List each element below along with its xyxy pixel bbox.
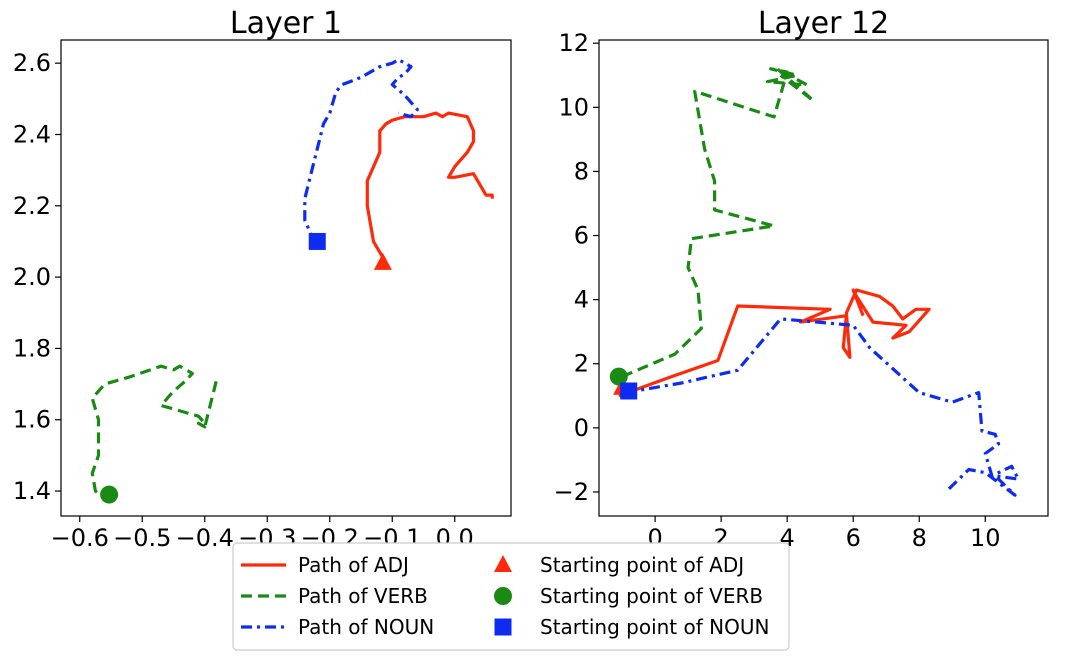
series-line-path-of-adj bbox=[365, 111, 494, 264]
legend-label: Starting point of ADJ bbox=[540, 553, 744, 577]
y-tick-label: 8 bbox=[574, 157, 589, 185]
y-tick-label: −2 bbox=[554, 478, 589, 506]
marker-starting-point-of-noun bbox=[308, 232, 326, 250]
y-tick-label: 12 bbox=[558, 29, 589, 57]
y-tick-label: 1.4 bbox=[13, 477, 51, 505]
x-tick-label: −0.5 bbox=[113, 524, 171, 552]
legend-swatch-square-icon bbox=[494, 618, 512, 636]
series-line-path-of-adj bbox=[618, 288, 931, 398]
series-group bbox=[90, 57, 494, 500]
axes-frame bbox=[598, 39, 1049, 517]
series-line-path-of-noun bbox=[303, 57, 419, 243]
legend-entry: Starting point of VERB bbox=[494, 584, 763, 608]
y-tick-label: 10 bbox=[558, 93, 589, 121]
legend-entry: Path of VERB bbox=[241, 584, 428, 608]
series-line-path-of-verb bbox=[90, 364, 219, 500]
y-tick-label: 1.6 bbox=[13, 406, 51, 434]
chart-title: Layer 1 bbox=[230, 6, 342, 41]
marker-starting-point-of-adj bbox=[373, 252, 392, 270]
y-tick-label: 2.0 bbox=[13, 263, 51, 291]
marker-starting-point-of-noun bbox=[620, 382, 638, 400]
legend-label: Path of NOUN bbox=[298, 615, 434, 639]
legend-label: Starting point of VERB bbox=[540, 584, 763, 608]
legend-swatch-circle-icon bbox=[494, 587, 512, 605]
legend: Path of ADJ Path of VERB Path of NOUN Start… bbox=[232, 542, 790, 651]
y-tick-label: 2.2 bbox=[13, 192, 51, 220]
chart-title: Layer 12 bbox=[758, 6, 889, 41]
marker-starting-point-of-verb bbox=[609, 367, 628, 386]
legend-entry: Starting point of NOUN bbox=[494, 615, 769, 639]
y-tick-label: 6 bbox=[574, 222, 589, 250]
series-line-path-of-verb bbox=[621, 67, 816, 379]
legend-label: Path of ADJ bbox=[298, 553, 409, 577]
legend-label: Starting point of NOUN bbox=[540, 615, 769, 639]
legend-entry: Starting point of ADJ bbox=[494, 553, 744, 577]
x-tick-label: −0.6 bbox=[51, 524, 109, 552]
legend-swatch-triangle-icon bbox=[494, 555, 512, 572]
legend-label: Path of VERB bbox=[298, 584, 428, 608]
legend-entry: Path of NOUN bbox=[241, 615, 434, 639]
y-tick-label: 4 bbox=[574, 286, 589, 314]
plot-panel-1: Layer 1−0.6 −0.5 −0.4 −0.3 −0.2 −0.1 0.01.41.6… bbox=[13, 6, 512, 552]
legend-entry: Path of ADJ bbox=[241, 553, 409, 577]
y-tick-label: 2.6 bbox=[13, 49, 51, 77]
marker-starting-point-of-verb bbox=[100, 485, 119, 504]
y-tick-label: 2.4 bbox=[13, 120, 51, 148]
y-tick-label: 1.8 bbox=[13, 334, 51, 362]
x-tick-label: 8 bbox=[912, 524, 927, 552]
x-tick-label: −0.4 bbox=[176, 524, 234, 552]
series-group bbox=[618, 67, 1020, 497]
axes-frame bbox=[60, 39, 512, 517]
series-line-path-of-noun bbox=[625, 317, 1020, 497]
y-tick-label: 2 bbox=[574, 350, 589, 378]
x-tick-label: 10 bbox=[970, 524, 1001, 552]
x-tick-label: 6 bbox=[846, 524, 861, 552]
y-tick-label: 0 bbox=[574, 414, 589, 442]
